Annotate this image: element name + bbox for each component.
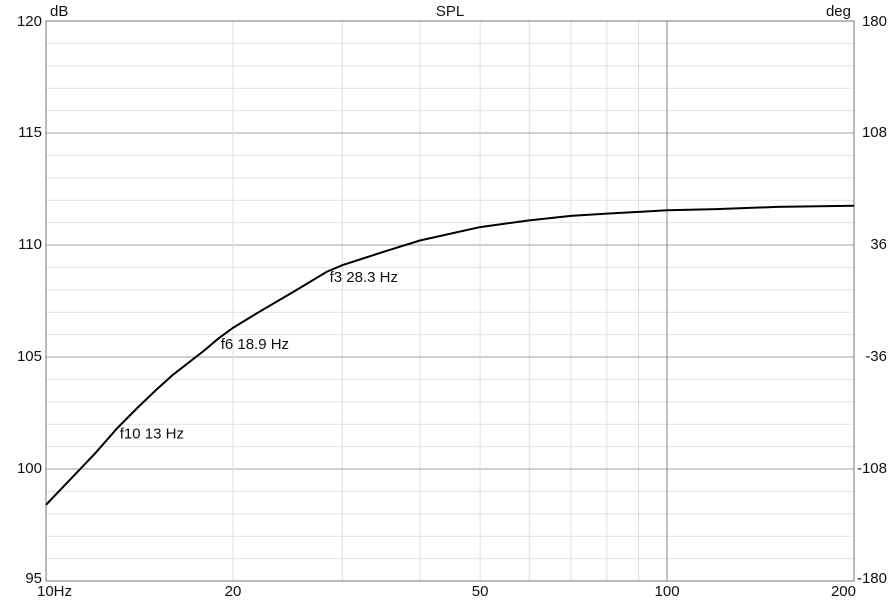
- annotation: f3 28.3 Hz: [330, 269, 398, 286]
- annotation: f10 13 Hz: [120, 426, 184, 443]
- y-tick-label: 120: [17, 13, 42, 30]
- y2-tick-label: 180: [862, 13, 887, 30]
- y-tick-label: 115: [18, 124, 42, 141]
- x-tick-label: 20: [225, 583, 242, 600]
- y2-axis-label: deg: [826, 3, 851, 20]
- y-tick-label: 95: [25, 570, 42, 587]
- y-tick-label: 100: [17, 460, 42, 477]
- y-tick-label: 110: [18, 236, 42, 253]
- y-axis-label: dB: [50, 3, 68, 20]
- plot-frame: [45, 20, 855, 582]
- annotation: f6 18.9 Hz: [221, 336, 289, 353]
- y2-tick-label: -36: [865, 348, 887, 365]
- x-tick-label: 10Hz: [37, 583, 72, 600]
- x-tick-label: 100: [655, 583, 680, 600]
- y2-tick-label: -180: [857, 570, 887, 587]
- chart-title: SPL: [436, 3, 464, 20]
- y-tick-label: 105: [17, 348, 42, 365]
- line-series: [45, 204, 855, 506]
- y2-tick-label: -108: [857, 460, 887, 477]
- x-tick-label: 200: [831, 583, 856, 600]
- x-tick-label: 50: [472, 583, 489, 600]
- y2-tick-label: 108: [862, 124, 887, 141]
- y2-tick-label: 36: [870, 236, 887, 253]
